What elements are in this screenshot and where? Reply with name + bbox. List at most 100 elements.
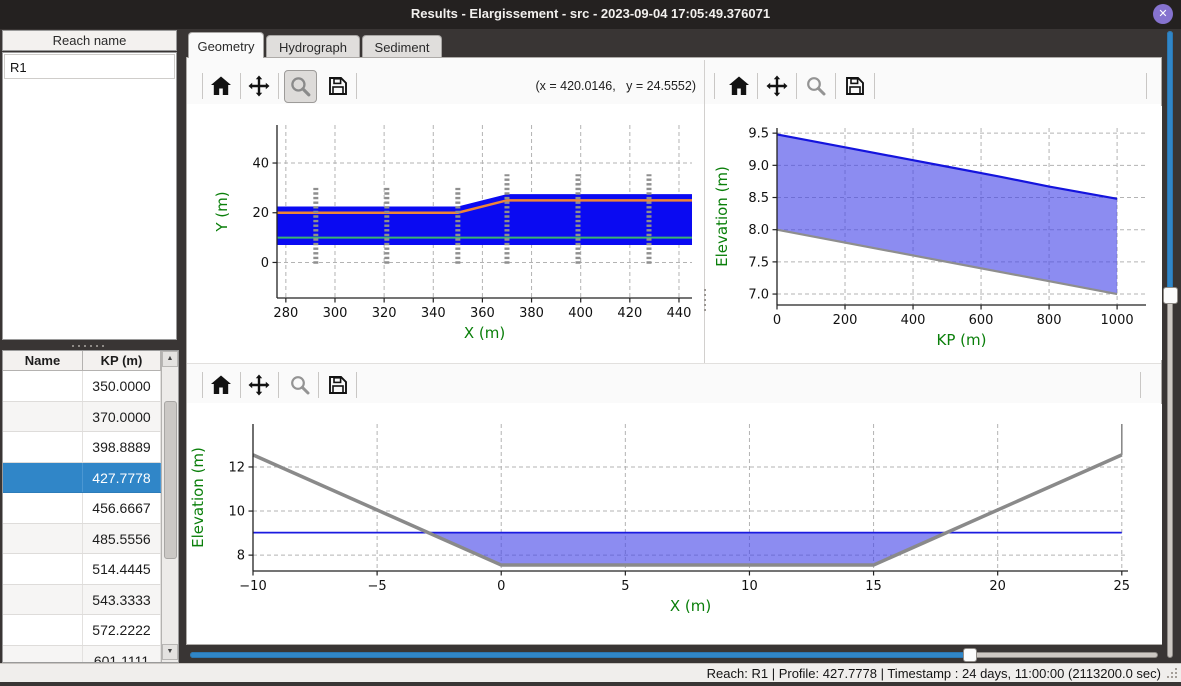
window-title: Results - Elargissement - src - 2023-09-…: [410, 6, 771, 21]
svg-text:380: 380: [519, 306, 544, 321]
svg-text:360: 360: [470, 306, 495, 321]
table-row[interactable]: 543.3333: [3, 584, 161, 615]
slider-fill: [1167, 31, 1173, 296]
svg-text:15: 15: [865, 579, 882, 594]
svg-text:7.5: 7.5: [748, 255, 769, 270]
toolbar-separator: [318, 372, 319, 398]
table-row[interactable]: 427.7778: [3, 462, 161, 493]
home-button[interactable]: [209, 373, 233, 397]
svg-text:800: 800: [1037, 313, 1062, 328]
magnifier-icon: [291, 376, 310, 395]
profile-table-body: 350.0000 370.0000 398.8889 427.7778 456.6667…: [3, 371, 161, 662]
column-header-name[interactable]: Name: [3, 351, 83, 371]
chart-row-divider: [187, 363, 1161, 364]
svg-text:−5: −5: [368, 579, 387, 594]
home-icon: [729, 76, 749, 95]
toolbar-separator: [1140, 372, 1141, 398]
pan-button[interactable]: [247, 373, 271, 397]
cell-name: [3, 462, 83, 492]
longitudinal-profile-chart[interactable]: 0 200 400 600 800 1000 7.0 7.5 8.0 8.5 9.0 9.5 KP (m…: [706, 106, 1162, 360]
svg-text:440: 440: [667, 306, 692, 321]
toolbar-separator: [796, 73, 797, 99]
svg-text:600: 600: [969, 313, 994, 328]
cell-name: [3, 401, 83, 431]
toolbar-separator: [356, 372, 357, 398]
slider-fill: [190, 652, 970, 658]
table-row[interactable]: 485.5556: [3, 523, 161, 554]
cell-kp: 485.5556: [83, 523, 161, 553]
pan-button[interactable]: [765, 74, 789, 98]
reach-list-item[interactable]: R1: [4, 54, 175, 79]
svg-text:10: 10: [228, 505, 245, 520]
svg-text:25: 25: [1114, 579, 1131, 594]
profile-table-header: Name KP (m): [3, 351, 161, 371]
move-icon: [248, 374, 270, 396]
table-row[interactable]: 370.0000: [3, 401, 161, 432]
table-row[interactable]: 456.6667: [3, 493, 161, 524]
cell-name: [3, 371, 83, 401]
table-row[interactable]: 572.2222: [3, 615, 161, 646]
home-icon: [211, 76, 231, 95]
chart-splitter-handle[interactable]: [703, 289, 707, 315]
tab-sediment[interactable]: Sediment: [362, 35, 442, 58]
slider-handle[interactable]: [1163, 287, 1178, 305]
svg-text:40: 40: [252, 157, 269, 172]
table-row[interactable]: 398.8889: [3, 432, 161, 463]
table-row[interactable]: 514.4445: [3, 554, 161, 585]
toolbar-separator: [202, 372, 203, 398]
toolbar-separator: [356, 73, 357, 99]
reach-list[interactable]: R1: [2, 52, 177, 340]
svg-text:KP (m): KP (m): [937, 331, 987, 349]
home-button[interactable]: [209, 74, 233, 98]
cell-name: [3, 432, 83, 462]
panel-splitter-handle[interactable]: [72, 343, 108, 348]
close-button[interactable]: ✕: [1153, 4, 1173, 24]
table-row[interactable]: 350.0000: [3, 371, 161, 402]
zoom-button-active[interactable]: [284, 70, 317, 103]
toolbar-separator: [278, 372, 279, 398]
pan-button[interactable]: [247, 74, 271, 98]
svg-text:0: 0: [773, 313, 781, 328]
magnifier-icon: [807, 77, 826, 96]
zoom-button[interactable]: [288, 373, 312, 397]
cross-section-chart[interactable]: −10 −5 0 5 10 15 20 25 8 10 12 X (m) Elevation (m): [188, 404, 1162, 644]
save-button[interactable]: [326, 74, 350, 98]
svg-text:9.0: 9.0: [748, 159, 769, 174]
home-button[interactable]: [727, 74, 751, 98]
save-button[interactable]: [326, 373, 350, 397]
vertical-slider[interactable]: [1163, 31, 1178, 658]
cell-name: [3, 615, 83, 645]
zoom-button[interactable]: [804, 74, 828, 98]
cell-name: [3, 645, 83, 662]
scroll-down-icon[interactable]: ▼: [162, 644, 178, 660]
column-header-kp[interactable]: KP (m): [83, 351, 161, 371]
resize-grip[interactable]: [1165, 666, 1179, 680]
toolbar-separator: [714, 73, 715, 99]
svg-text:400: 400: [568, 306, 593, 321]
scrollbar-thumb[interactable]: [163, 401, 177, 559]
chart-divider: [704, 60, 705, 363]
table-row[interactable]: 601.1111: [3, 645, 161, 662]
tab-geometry[interactable]: Geometry: [188, 32, 264, 58]
status-text: Reach: R1 | Profile: 427.7778 | Timestam…: [706, 666, 1161, 681]
save-button[interactable]: [843, 74, 867, 98]
scroll-up-icon[interactable]: ▲: [162, 351, 178, 367]
svg-text:400: 400: [901, 313, 926, 328]
svg-text:−10: −10: [239, 579, 266, 594]
tab-hydrograph[interactable]: Hydrograph: [266, 35, 360, 58]
toolbar-separator: [278, 73, 279, 99]
title-bar[interactable]: Results - Elargissement - src - 2023-09-…: [0, 0, 1181, 29]
plan-view-chart[interactable]: 280 300 320 340 360 380 400 420 440 0 20 40 X (m) Y (…: [188, 106, 704, 360]
save-icon: [846, 77, 864, 95]
svg-text:Elevation (m): Elevation (m): [189, 447, 207, 548]
time-slider[interactable]: [190, 648, 1158, 662]
cell-kp: 370.0000: [83, 401, 161, 431]
move-icon: [248, 75, 270, 97]
move-icon: [766, 75, 788, 97]
table-scrollbar[interactable]: ▲ ▼: [161, 351, 178, 662]
slider-handle[interactable]: [962, 648, 977, 662]
cell-name: [3, 523, 83, 553]
save-icon: [329, 77, 347, 95]
svg-text:10: 10: [741, 579, 758, 594]
